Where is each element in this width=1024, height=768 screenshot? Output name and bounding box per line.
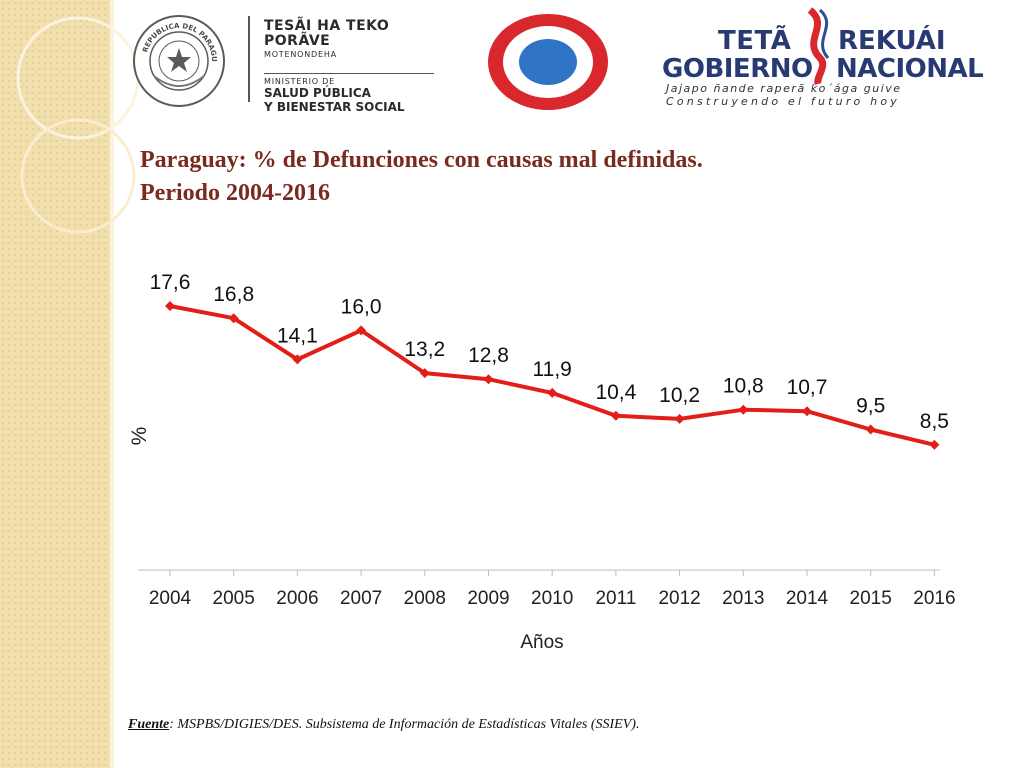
chart-title-line-1: Paraguay: % de Defunciones con causas ma… (140, 147, 703, 173)
x-tick-label: 2008 (404, 588, 446, 609)
gov-word-teta: TETÃ (718, 26, 792, 56)
data-label: 10,7 (787, 376, 828, 399)
data-point (865, 424, 876, 435)
data-point (610, 410, 621, 421)
ministry-logo: TESÃI HA TEKO PORÃVE MOTENONDEHA MINISTE… (248, 16, 448, 114)
x-tick-label: 2006 (276, 588, 318, 609)
source-note: Fuente: MSPBS/DIGIES/DES. Subsistema de … (128, 717, 639, 733)
national-seal-logo: REPUBLICA DEL PARAGUAY (132, 14, 225, 107)
data-point (674, 413, 685, 424)
x-tick-label: 2009 (467, 588, 509, 609)
x-axis-title: Años (520, 632, 563, 653)
ministry-line-4: MINISTERIO DE (264, 77, 335, 86)
government-logo: TETÃ REKUÁI GOBIERNO NACIONAL Jajapo ñan… (658, 4, 984, 108)
gov-word-rekuai: REKUÁI (838, 26, 946, 56)
data-label: 13,2 (404, 338, 445, 361)
x-tick-label: 2014 (786, 588, 829, 609)
chart-title-line-2: Periodo 2004-2016 (140, 180, 330, 206)
data-label: 11,9 (533, 358, 572, 381)
source-text: : MSPBS/DIGIES/DES. Subsistema de Inform… (169, 717, 640, 732)
data-point (929, 439, 940, 450)
logo-divider (248, 16, 250, 102)
data-point (547, 387, 558, 398)
chart-title: Paraguay: % de Defunciones con causas ma… (140, 144, 960, 210)
ministry-line-5: SALUD PÚBLICA (264, 86, 371, 100)
sidebar-edge (110, 0, 114, 768)
data-point (802, 406, 812, 417)
x-tick-label: 2016 (913, 588, 955, 609)
data-label: 16,8 (213, 283, 254, 306)
x-tick-label: 2012 (658, 588, 700, 609)
data-point (165, 301, 175, 311)
gov-word-gobierno: GOBIERNO (662, 54, 813, 84)
data-point (419, 368, 430, 379)
ministry-line-1: TESÃI HA TEKO (264, 18, 390, 34)
ministry-line-2: PORÃVE (264, 33, 331, 49)
x-tick-label: 2004 (149, 588, 192, 609)
data-point (738, 404, 749, 415)
data-point (356, 325, 367, 336)
data-label: 16,0 (341, 295, 382, 318)
x-tick-label: 2005 (213, 588, 255, 609)
ministry-line-6: Y BIENESTAR SOCIAL (264, 100, 405, 114)
x-tick-label: 2015 (850, 588, 892, 609)
data-label: 10,4 (595, 381, 636, 404)
decorative-sidebar (0, 0, 112, 768)
y-axis-title: % (128, 427, 151, 446)
data-label: 17,6 (150, 271, 191, 294)
tricolor-cockade-logo (488, 14, 608, 110)
data-label: 8,5 (920, 410, 949, 433)
x-tick-label: 2010 (531, 588, 573, 609)
data-label: 14,1 (277, 324, 318, 347)
data-label: 9,5 (856, 395, 885, 418)
data-point (228, 313, 239, 324)
x-tick-label: 2011 (595, 588, 636, 609)
data-label: 12,8 (468, 344, 509, 367)
x-tick-label: 2013 (722, 588, 764, 609)
source-label: Fuente (128, 717, 170, 732)
gov-slogan-spanish: Construyendo el futuro hoy (666, 95, 900, 108)
flag-ribbon-icon (807, 7, 830, 85)
data-point (292, 354, 303, 365)
ministry-line-3: MOTENONDEHA (264, 50, 337, 59)
gov-slogan-guarani: Jajapo ñande raperã ko´ága guive (666, 82, 902, 95)
data-label: 10,8 (723, 375, 764, 398)
ministry-divider (264, 73, 434, 74)
gov-word-nacional: NACIONAL (836, 54, 984, 84)
x-tick-label: 2007 (340, 588, 382, 609)
data-point (483, 374, 494, 385)
data-label: 10,2 (659, 384, 700, 407)
